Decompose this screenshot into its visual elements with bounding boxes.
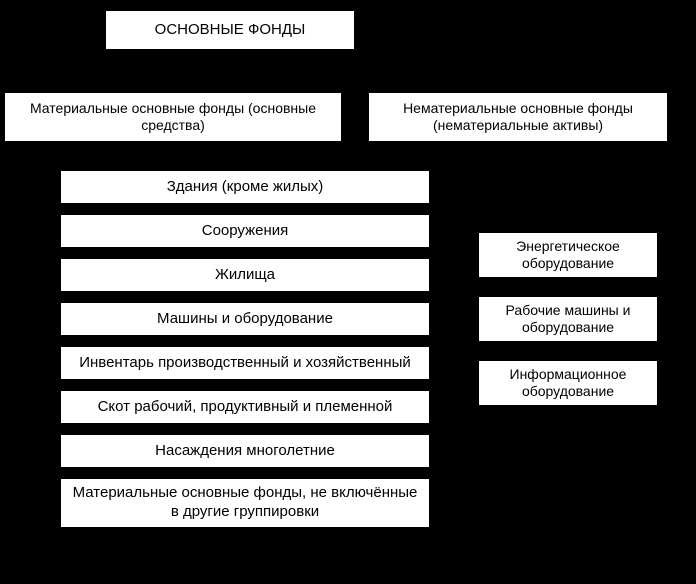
node-l4: Машины и оборудование — [60, 302, 430, 336]
node-label: Рабочие машины и оборудование — [487, 302, 649, 337]
node-label: Материальные основные фонды, не включённ… — [69, 484, 421, 522]
node-l8: Материальные основные фонды, не включённ… — [60, 478, 430, 528]
node-l7: Насаждения многолетние — [60, 434, 430, 468]
node-r1: Энергетическое оборудование — [478, 232, 658, 278]
node-label: Машины и оборудование — [157, 310, 333, 329]
node-label: Жилища — [215, 266, 275, 285]
node-r2: Рабочие машины и оборудование — [478, 296, 658, 342]
node-l3: Жилища — [60, 258, 430, 292]
node-label: Энергетическое оборудование — [487, 238, 649, 273]
node-r3: Информационное оборудование — [478, 360, 658, 406]
node-label: Скот рабочий, продуктивный и племенной — [98, 398, 393, 417]
node-label: Инвентарь производственный и хозяйственн… — [79, 354, 411, 373]
node-label: Здания (кроме жилых) — [167, 178, 324, 197]
node-label: Материальные основные фонды (основные ср… — [13, 100, 333, 135]
node-l6: Скот рабочий, продуктивный и племенной — [60, 390, 430, 424]
node-l2: Сооружения — [60, 214, 430, 248]
node-label: Нематериальные основные фонды (нематериа… — [377, 100, 659, 135]
node-label: Информационное оборудование — [487, 366, 649, 401]
node-l1: Здания (кроме жилых) — [60, 170, 430, 204]
node-label: ОСНОВНЫЕ ФОНДЫ — [155, 21, 306, 40]
node-label: Сооружения — [202, 222, 289, 241]
node-root: ОСНОВНЫЕ ФОНДЫ — [105, 10, 355, 50]
node-label: Насаждения многолетние — [155, 442, 335, 461]
node-l5: Инвентарь производственный и хозяйственн… — [60, 346, 430, 380]
node-branch-left: Материальные основные фонды (основные ср… — [4, 92, 342, 142]
node-branch-right: Нематериальные основные фонды (нематериа… — [368, 92, 668, 142]
